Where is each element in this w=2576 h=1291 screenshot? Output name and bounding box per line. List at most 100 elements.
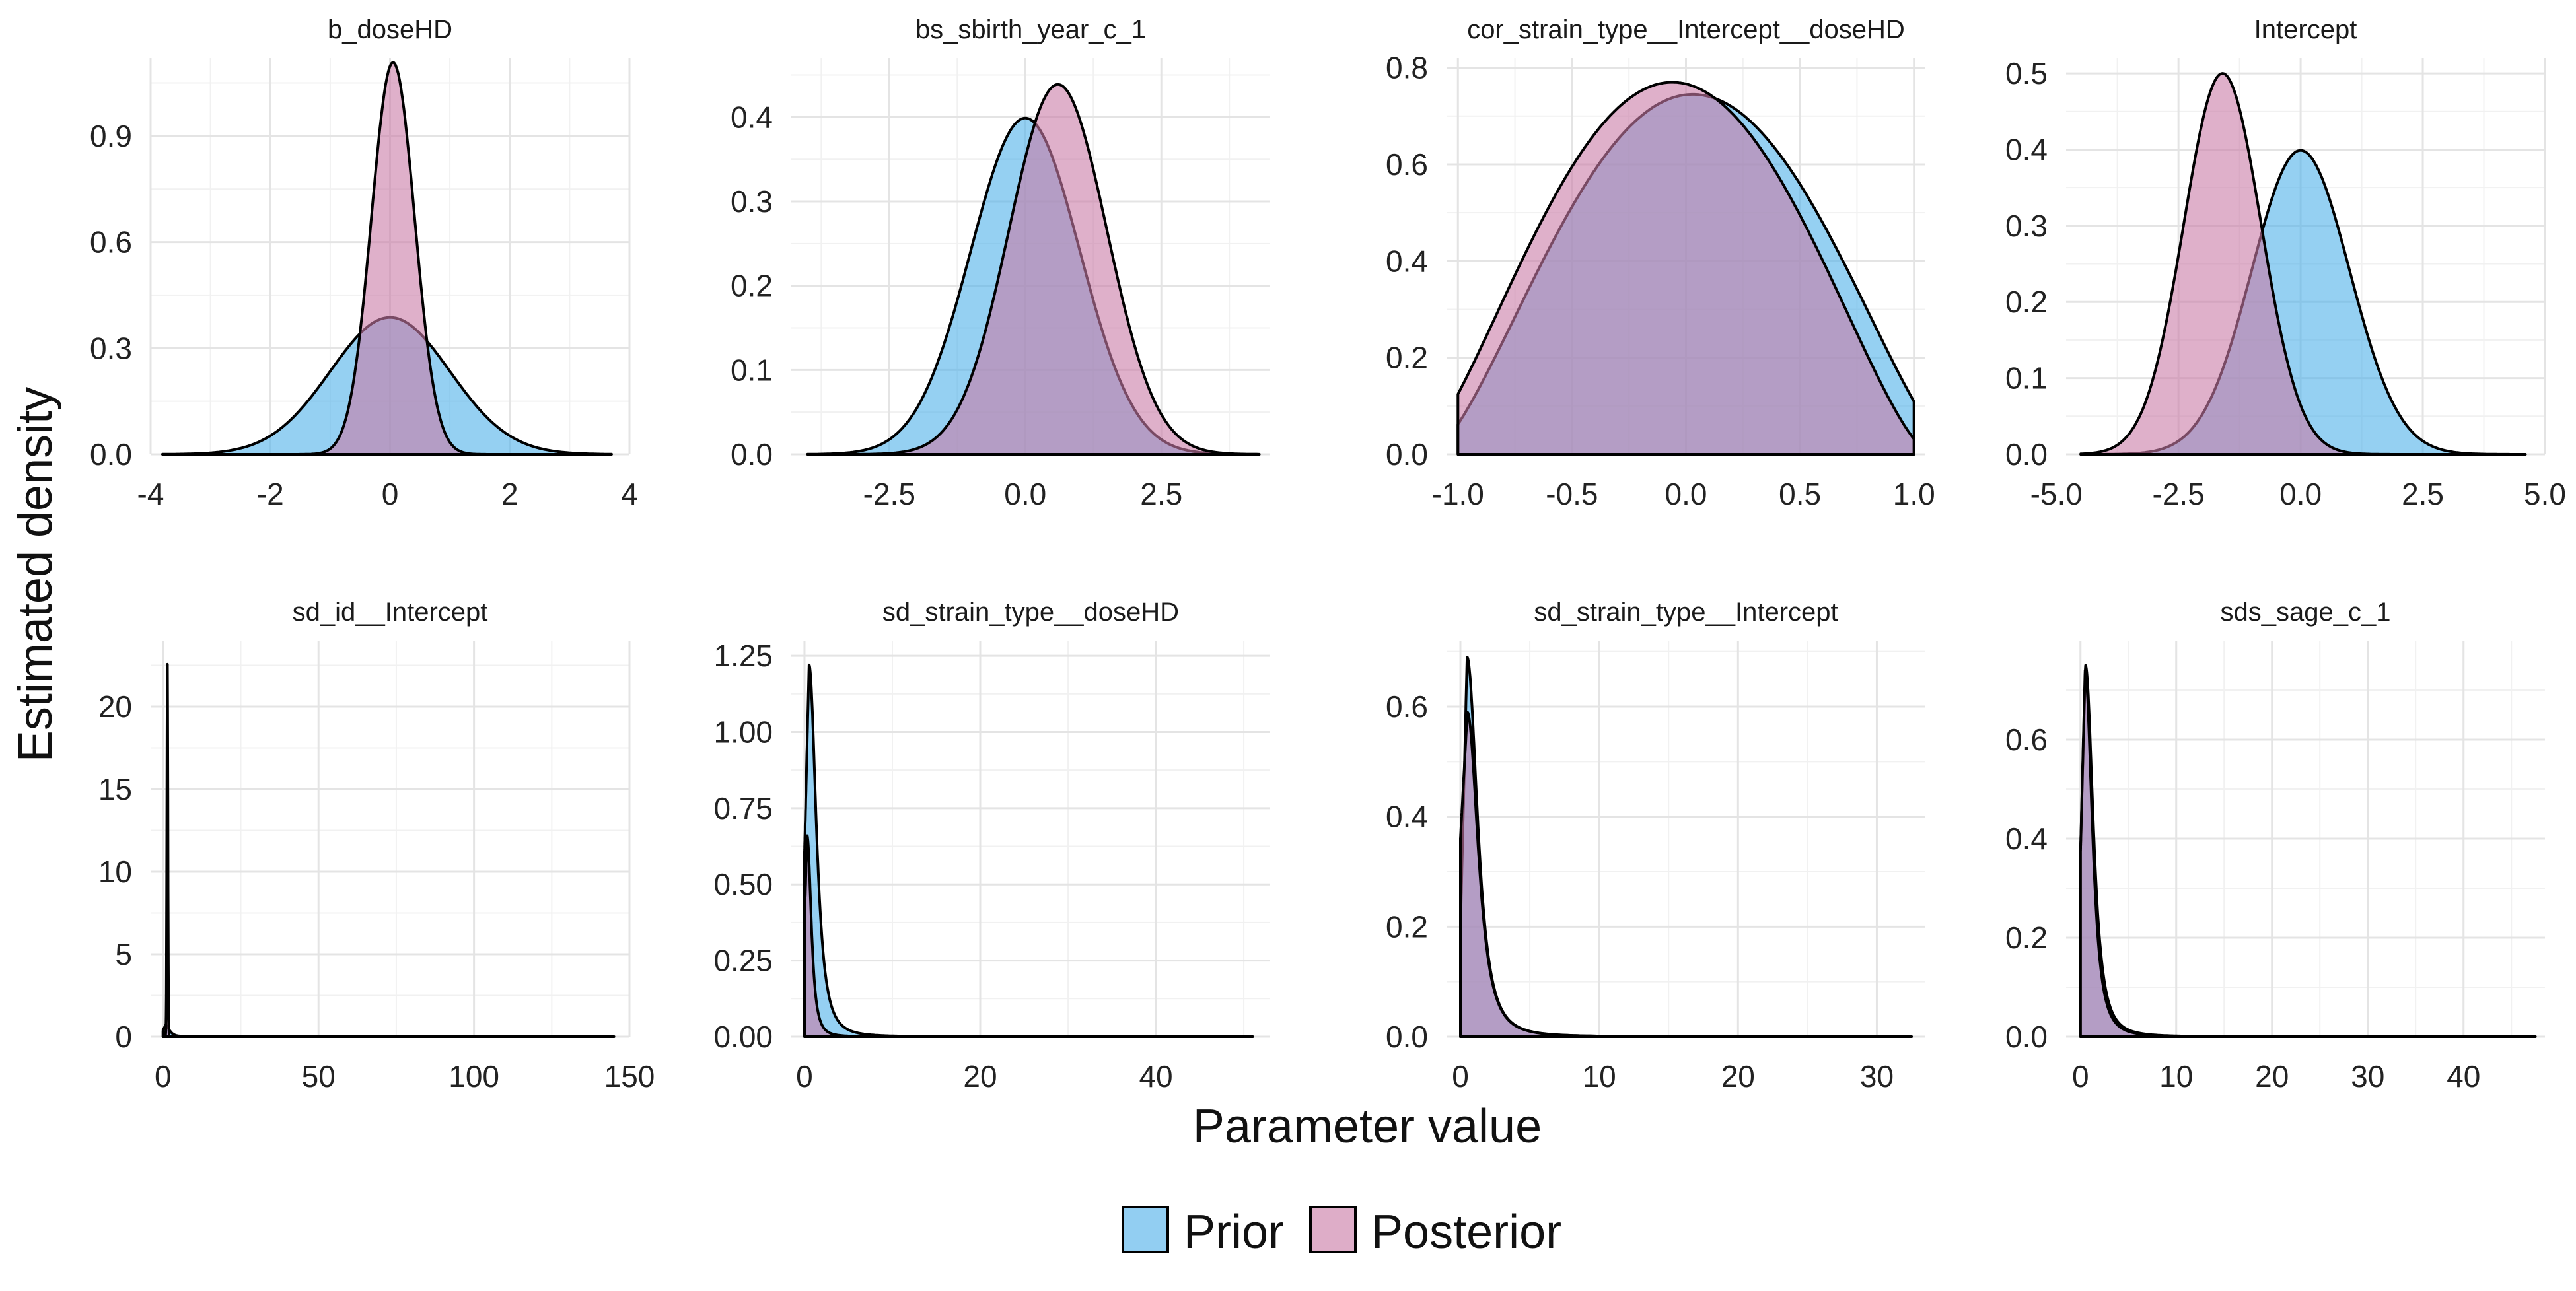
x-tick-label: 10 — [1583, 1059, 1616, 1094]
density-area-posterior — [1456, 81, 1915, 456]
panel-title: bs_sbirth_year_c_1 — [915, 15, 1146, 44]
x-tick-label: -5.0 — [2030, 477, 2083, 511]
x-tick-label: 5.0 — [2524, 477, 2566, 511]
x-tick-label: 20 — [1721, 1059, 1755, 1094]
y-tick-label: 0.2 — [731, 269, 773, 303]
panel-b_doseHD: b_doseHD 0.0 0.3 0.6 0.9 -4 -2 0 2 4 — [90, 15, 638, 511]
x-axis-label: Parameter value — [1193, 1100, 1542, 1153]
x-tick-label: 0 — [796, 1059, 813, 1094]
y-tick-label: 0.5 — [2005, 56, 2048, 90]
density-area-posterior — [803, 834, 1254, 1038]
x-tick-label: 1.0 — [1893, 477, 1935, 511]
density-area-posterior — [1459, 711, 1913, 1038]
x-tick-label: -0.5 — [1546, 477, 1598, 511]
x-tick-label: 40 — [1139, 1059, 1172, 1094]
y-tick-label: 0.6 — [1386, 689, 1428, 724]
density-area-posterior — [161, 61, 613, 456]
panel-bs_sbirth_year_c_1: bs_sbirth_year_c_1 0.0 0.1 0.2 0.3 0.4 -2.5 0.0… — [731, 15, 1270, 511]
y-tick-label: 0.2 — [1386, 341, 1428, 375]
x-tick-label: 0.0 — [2279, 477, 2322, 511]
panel-sds_sage_c_1: sds_sage_c_1 0.0 0.2 0.4 0.6 0 10 20 30 40 — [2005, 598, 2545, 1094]
y-tick-label: 0.2 — [1386, 909, 1428, 944]
y-tick-label: 20 — [98, 689, 132, 724]
x-tick-label: 40 — [2447, 1059, 2480, 1094]
x-tick-label: 0.5 — [1779, 477, 1821, 511]
density-area-posterior — [2079, 72, 2527, 456]
density-area-posterior — [806, 83, 1261, 456]
y-tick-label: 0.0 — [731, 437, 773, 471]
legend-swatch-posterior — [1309, 1206, 1357, 1253]
y-tick-label: 0.2 — [2005, 285, 2048, 319]
y-tick-label: 1.25 — [713, 639, 773, 673]
y-tick-label: 0.0 — [90, 437, 132, 471]
x-tick-label: 150 — [604, 1059, 655, 1094]
legend: Prior Posterior — [1122, 1206, 1561, 1259]
panel-title: sd_strain_type__doseHD — [882, 598, 1179, 627]
y-tick-label: 0.00 — [713, 1020, 773, 1054]
y-tick-label: 0.4 — [1386, 800, 1428, 834]
y-tick-label: 0.4 — [2005, 132, 2048, 166]
x-tick-label: 20 — [2255, 1059, 2289, 1094]
density-area-posterior — [2079, 669, 2537, 1038]
y-tick-label: 0.6 — [90, 225, 132, 260]
x-tick-label: 100 — [448, 1059, 499, 1094]
y-tick-label: 0.4 — [1386, 244, 1428, 278]
panels-layer: b_doseHD 0.0 0.3 0.6 0.9 -4 -2 0 2 4 bs_sbirth_yea… — [90, 15, 2566, 1094]
panel-sd_id__Intercept: sd_id__Intercept 0 5 10 15 20 0 50 100 150 — [98, 598, 655, 1094]
legend-label-prior: Prior — [1184, 1206, 1284, 1259]
y-tick-label: 0.0 — [2005, 1020, 2048, 1054]
y-tick-label: 5 — [115, 937, 132, 971]
x-tick-label: 10 — [2159, 1059, 2193, 1094]
y-tick-label: 0.50 — [713, 867, 773, 901]
legend-label-posterior: Posterior — [1371, 1206, 1561, 1259]
x-tick-label: 0 — [155, 1059, 172, 1094]
x-tick-label: 2.5 — [2402, 477, 2444, 511]
panel-title: Intercept — [2254, 15, 2357, 44]
y-tick-label: 0.0 — [2005, 437, 2048, 471]
x-tick-label: 0.0 — [1004, 477, 1046, 511]
x-tick-label: 4 — [621, 477, 638, 511]
y-tick-label: 1.00 — [713, 715, 773, 749]
x-tick-label: -2.5 — [863, 477, 915, 511]
x-tick-label: -2.5 — [2153, 477, 2205, 511]
panel-title: sds_sage_c_1 — [2221, 598, 2391, 627]
x-tick-label: 20 — [963, 1059, 997, 1094]
panel-cor_strain_type__Intercept__doseHD: cor_strain_type__Intercept__doseHD 0.0 0.2… — [1386, 15, 1935, 511]
y-tick-label: 0.4 — [2005, 821, 2048, 856]
panel-title: b_doseHD — [328, 15, 452, 44]
y-tick-label: 0 — [115, 1020, 132, 1054]
y-tick-label: 0.25 — [713, 944, 773, 978]
panel-sd_strain_type__doseHD: sd_strain_type__doseHD 0.00 0.25 0.50 0.75 1.… — [713, 598, 1270, 1094]
x-tick-label: 0 — [382, 477, 399, 511]
x-tick-label: 2.5 — [1140, 477, 1182, 511]
x-tick-label: -1.0 — [1432, 477, 1484, 511]
y-axis-label: Estimated density — [9, 387, 62, 762]
x-tick-label: 0.0 — [1665, 477, 1707, 511]
y-tick-label: 10 — [98, 855, 132, 889]
y-tick-label: 0.1 — [731, 353, 773, 387]
panel-title: sd_strain_type__Intercept — [1534, 598, 1838, 627]
y-tick-label: 0.8 — [1386, 51, 1428, 85]
y-tick-label: 15 — [98, 772, 132, 806]
y-tick-label: 0.0 — [1386, 1020, 1428, 1054]
x-tick-label: -2 — [257, 477, 284, 511]
y-tick-label: 0.9 — [90, 119, 132, 153]
panel-title: sd_id__Intercept — [293, 598, 488, 627]
legend-swatch-prior — [1122, 1206, 1169, 1253]
y-tick-label: 0.3 — [2005, 209, 2048, 243]
y-tick-label: 0.0 — [1386, 437, 1428, 471]
y-tick-label: 0.3 — [731, 184, 773, 219]
x-tick-label: 2 — [501, 477, 519, 511]
y-tick-label: 0.6 — [2005, 722, 2048, 757]
panel-title: cor_strain_type__Intercept__doseHD — [1467, 15, 1905, 44]
x-tick-label: 30 — [1860, 1059, 1894, 1094]
x-tick-label: 0 — [2072, 1059, 2089, 1094]
y-tick-label: 0.3 — [90, 331, 132, 365]
y-tick-label: 0.6 — [1386, 147, 1428, 182]
x-tick-label: 50 — [302, 1059, 336, 1094]
panel-Intercept: Intercept 0.0 0.1 0.2 0.3 0.4 0.5 -5.0 -2.5 0.0 2.… — [2005, 15, 2566, 511]
density-area-posterior — [161, 662, 616, 1038]
y-tick-label: 0.2 — [2005, 921, 2048, 955]
